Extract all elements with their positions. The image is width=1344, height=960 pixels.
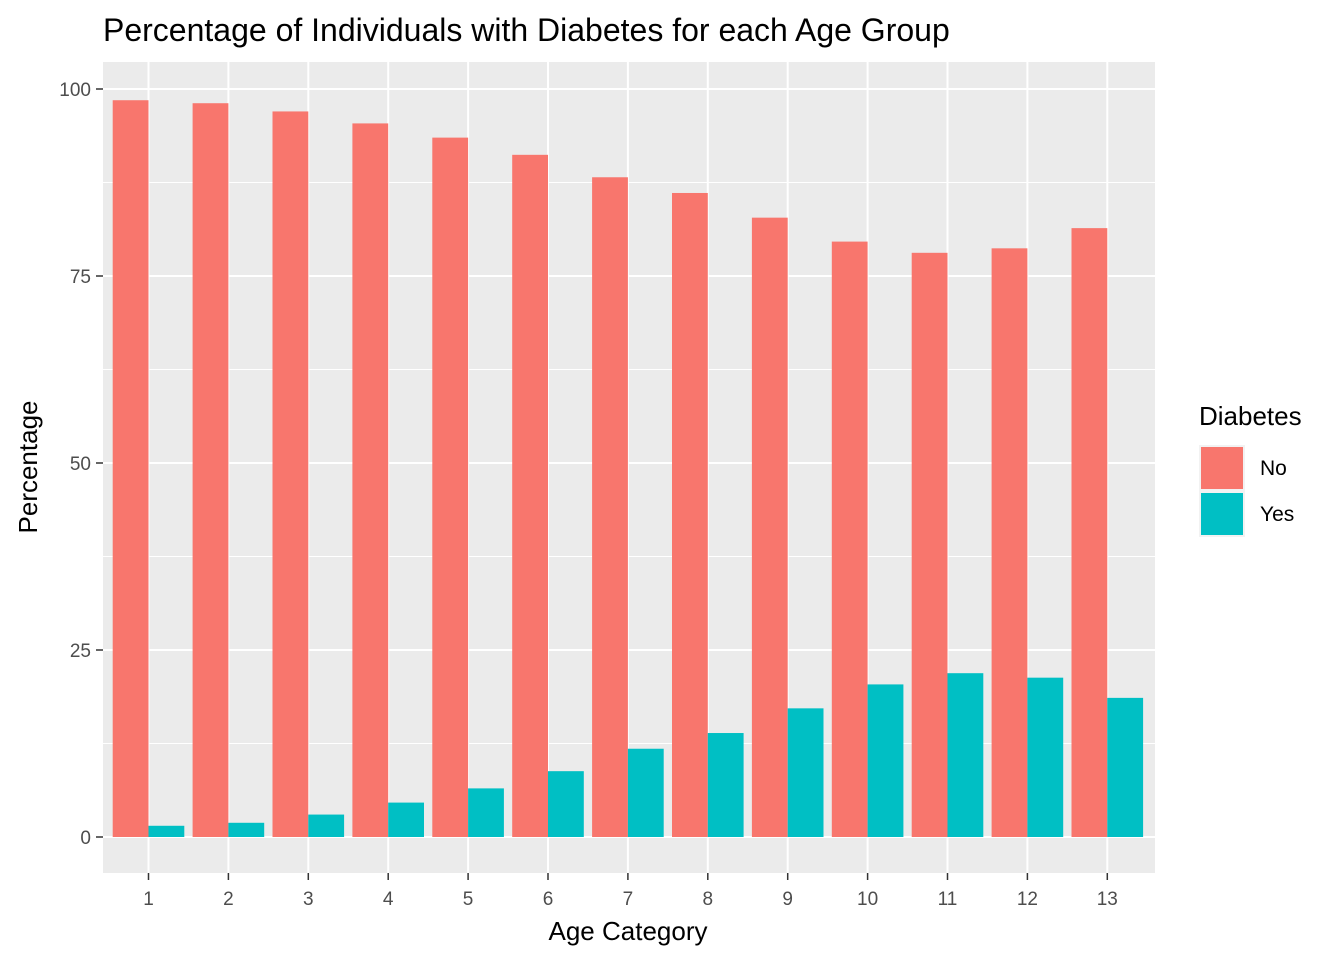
bar-yes-1 — [148, 825, 185, 837]
bar-no-13 — [1071, 228, 1108, 838]
x-tick-label: 4 — [383, 889, 394, 910]
bar-no-9 — [751, 217, 788, 837]
bar-no-1 — [112, 100, 149, 838]
bar-no-11 — [911, 252, 948, 837]
legend-swatch-no — [1201, 447, 1243, 489]
bar-yes-3 — [308, 814, 345, 837]
legend: Diabetes No Yes — [1199, 401, 1302, 537]
bar-yes-8 — [707, 733, 744, 837]
bar-no-8 — [672, 192, 708, 838]
x-tick-label: 6 — [543, 889, 554, 910]
bar-no-6 — [512, 154, 548, 838]
bar-no-7 — [592, 177, 628, 837]
bar-no-5 — [432, 137, 469, 837]
bar-no-12 — [991, 248, 1028, 838]
x-tick-label: 12 — [1017, 889, 1038, 910]
x-tick-label: 10 — [857, 889, 878, 910]
x-axis: 1 2 3 4 5 6 7 8 9 10 11 12 13 — [143, 873, 1118, 910]
x-axis-title: Age Category — [549, 916, 708, 946]
x-tick-label: 9 — [782, 889, 793, 910]
y-axis: 0 25 50 75 100 — [59, 80, 103, 849]
y-tick-label: 50 — [70, 454, 91, 475]
bar-yes-4 — [388, 802, 424, 837]
bar-yes-7 — [627, 748, 664, 837]
legend-title: Diabetes — [1199, 401, 1302, 431]
y-tick-label: 100 — [59, 80, 91, 101]
bars — [112, 100, 1144, 838]
chart-title: Percentage of Individuals with Diabetes … — [103, 12, 950, 48]
x-tick-label: 2 — [223, 889, 234, 910]
y-tick-label: 25 — [70, 641, 91, 662]
x-tick-label: 8 — [703, 889, 714, 910]
x-tick-label: 3 — [303, 889, 314, 910]
bar-yes-6 — [548, 771, 584, 837]
bar-yes-5 — [468, 788, 504, 837]
legend-label-yes: Yes — [1260, 503, 1294, 526]
bar-no-4 — [352, 123, 389, 837]
y-tick-label: 0 — [80, 828, 91, 849]
x-tick-label: 5 — [463, 889, 474, 910]
bar-yes-10 — [867, 684, 904, 837]
x-tick-label: 7 — [623, 889, 634, 910]
bar-yes-11 — [947, 673, 984, 837]
x-tick-label: 11 — [938, 889, 958, 910]
bar-no-10 — [831, 241, 868, 838]
y-axis-title: Percentage — [13, 401, 43, 534]
bar-yes-9 — [787, 708, 824, 837]
x-tick-label: 1 — [143, 889, 154, 910]
bar-no-3 — [272, 111, 309, 837]
bar-yes-2 — [228, 822, 265, 837]
bar-no-2 — [192, 103, 229, 838]
bar-yes-13 — [1107, 697, 1144, 837]
bar-yes-12 — [1027, 677, 1064, 837]
x-tick-label: 13 — [1097, 889, 1118, 910]
y-tick-label: 75 — [70, 267, 91, 288]
legend-swatch-yes — [1201, 493, 1243, 535]
legend-label-no: No — [1260, 457, 1287, 480]
